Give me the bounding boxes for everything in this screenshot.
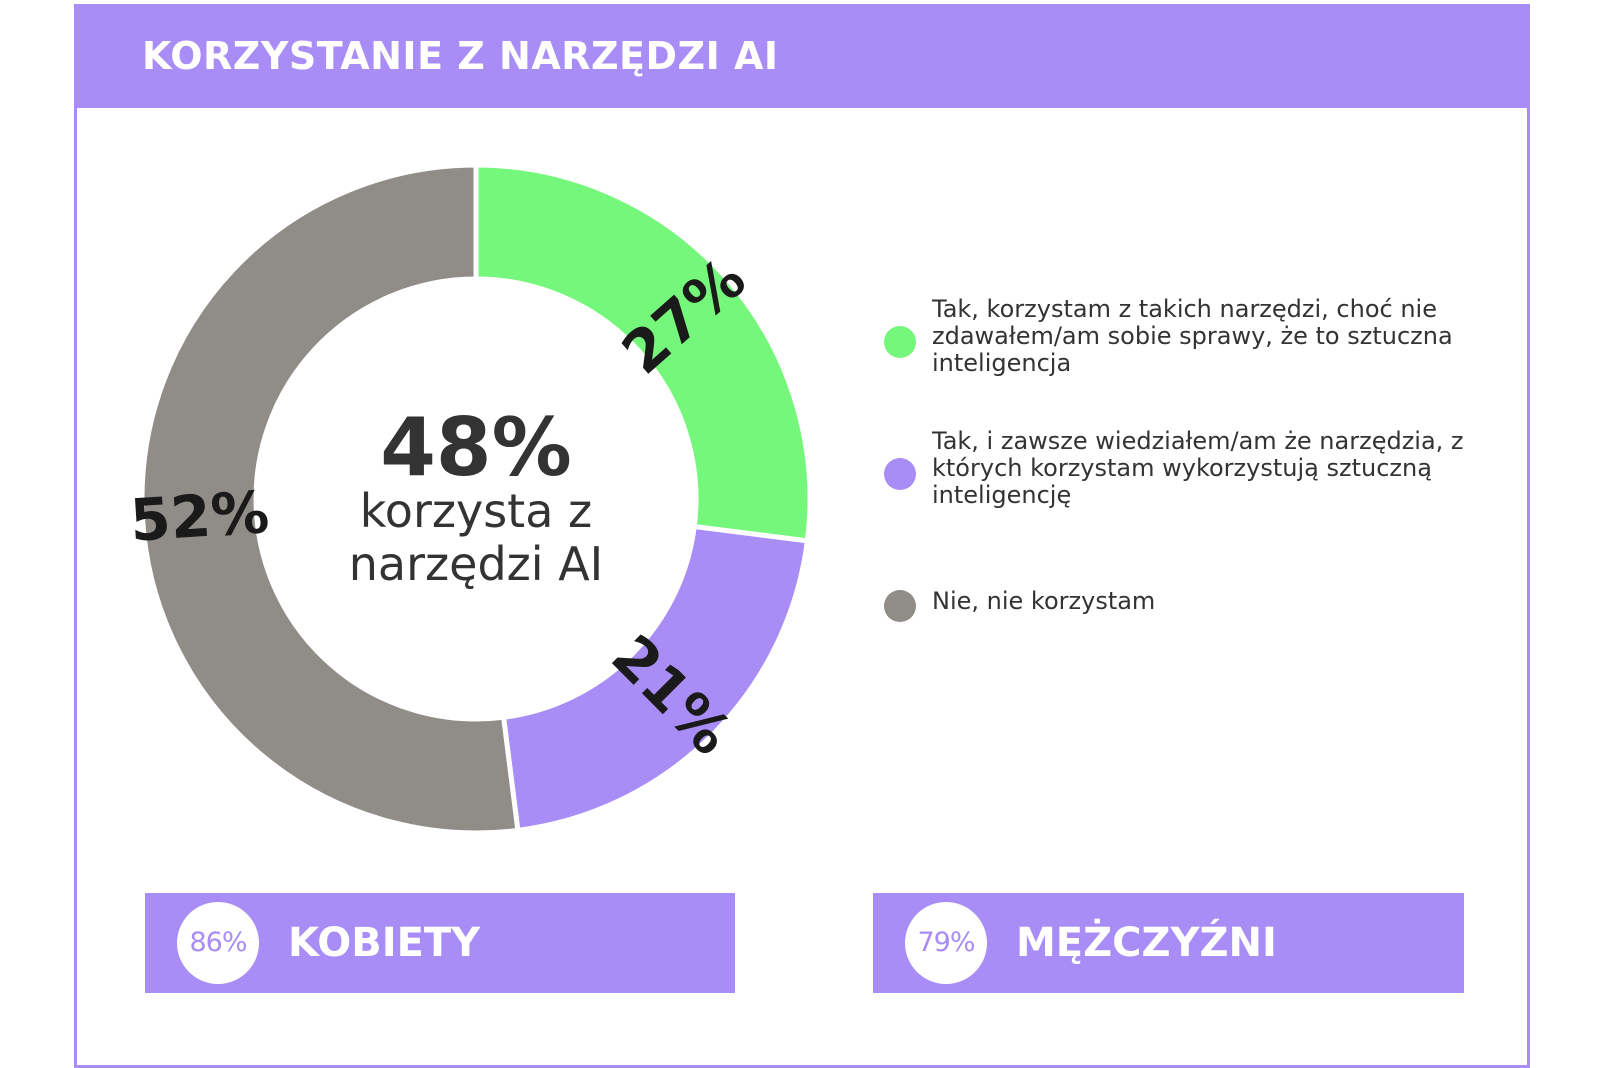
legend-label: Tak, korzystam z takich narzędzi, choć n… — [932, 295, 1453, 377]
slice-green — [473, 162, 813, 544]
men-label: MĘŻCZYŹNI — [1016, 920, 1277, 966]
header-bar: KORZYSTANIE Z NARZĘDZI AI — [74, 4, 1530, 108]
center-text-line-1: korzysta z — [360, 484, 592, 538]
women-percent-badge: 86% — [177, 902, 259, 984]
legend-dot-gray — [884, 590, 916, 622]
gender-box-women: 86% KOBIETY — [145, 893, 735, 993]
slice-purple — [500, 523, 811, 834]
legend-dot-green — [884, 326, 916, 358]
chart-slices — [139, 162, 813, 836]
men-percent-badge: 79% — [905, 902, 987, 984]
slice-label-gray: 52% — [128, 478, 271, 555]
gender-box-men: 79% MĘŻCZYŹNI — [873, 893, 1464, 993]
women-label: KOBIETY — [288, 920, 481, 966]
legend-dot-purple — [884, 458, 916, 490]
legend-label: Nie, nie korzystam — [932, 587, 1156, 615]
page-title: KORZYSTANIE Z NARZĘDZI AI — [142, 34, 779, 78]
legend-label: Tak, i zawsze wiedziałem/am że narzędzia… — [932, 427, 1464, 509]
donut-chart: 27%21%52% 48% korzysta z narzędzi AI — [128, 162, 813, 836]
slice-gray — [139, 162, 521, 836]
center-text-line-2: narzędzi AI — [349, 537, 603, 591]
center-value: 48% — [380, 401, 571, 494]
chart-slice-labels: 27%21%52% — [128, 244, 758, 768]
